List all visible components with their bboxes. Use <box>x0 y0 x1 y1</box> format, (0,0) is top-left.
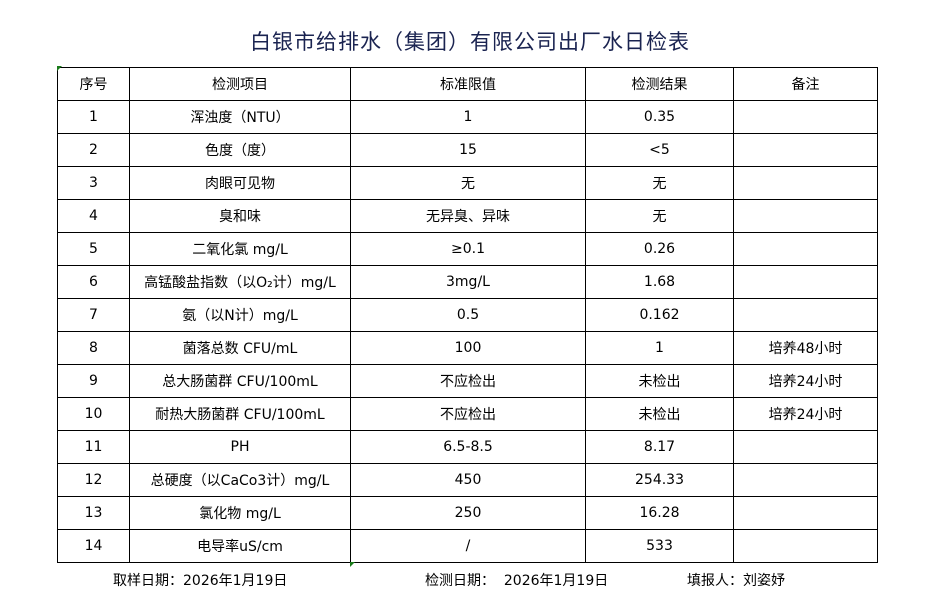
header-item: 检测项目 <box>129 67 351 101</box>
cell-item: 色度（度） <box>129 133 351 167</box>
cell-item: PH <box>129 430 351 464</box>
cell-limit: 100 <box>350 331 586 365</box>
table-row: 8 菌落总数 CFU/mL 100 1 培养48小时 <box>57 331 878 365</box>
cell-note <box>733 133 878 167</box>
cell-limit: 无异臭、异味 <box>350 199 586 233</box>
cell-item: 电导率uS/cm <box>129 529 351 563</box>
cell-result: 未检出 <box>585 364 734 398</box>
cell-no: 2 <box>57 133 130 167</box>
cell-no: 1 <box>57 100 130 134</box>
table-row: 11 PH 6.5-8.5 8.17 <box>57 430 878 464</box>
cell-result: 16.28 <box>585 496 734 530</box>
cell-result: 未检出 <box>585 397 734 431</box>
cell-note <box>733 265 878 299</box>
cell-item: 总硬度（以CaCo3计）mg/L <box>129 463 351 497</box>
cell-limit: / <box>350 529 586 563</box>
cell-note <box>733 430 878 464</box>
cell-result: 8.17 <box>585 430 734 464</box>
table-row: 13 氯化物 mg/L 250 16.28 <box>57 496 878 530</box>
cell-no: 14 <box>57 529 130 563</box>
cell-note: 培养24小时 <box>733 364 878 398</box>
cell-limit: 450 <box>350 463 586 497</box>
table-row: 2 色度（度） 15 <5 <box>57 133 878 167</box>
cell-result: 0.162 <box>585 298 734 332</box>
cell-no: 12 <box>57 463 130 497</box>
cell-limit: 250 <box>350 496 586 530</box>
cell-result: 0.26 <box>585 232 734 266</box>
cell-item: 氯化物 mg/L <box>129 496 351 530</box>
page-title: 白银市给排水（集团）有限公司出厂水日检表 <box>250 30 690 54</box>
cell-note <box>733 199 878 233</box>
cell-note <box>733 166 878 200</box>
table-row: 6 高锰酸盐指数（以O₂计）mg/L 3mg/L 1.68 <box>57 265 878 299</box>
cell-note <box>733 232 878 266</box>
cell-limit: 无 <box>350 166 586 200</box>
cell-marker <box>350 562 355 567</box>
cell-item: 高锰酸盐指数（以O₂计）mg/L <box>129 265 351 299</box>
cell-no: 8 <box>57 331 130 365</box>
cell-result: 1 <box>585 331 734 365</box>
table-row: 5 二氧化氯 mg/L ≥0.1 0.26 <box>57 232 878 266</box>
table-row: 1 浑浊度（NTU） 1 0.35 <box>57 100 878 134</box>
cell-limit: 15 <box>350 133 586 167</box>
cell-no: 13 <box>57 496 130 530</box>
cell-note <box>733 298 878 332</box>
cell-limit: 6.5-8.5 <box>350 430 586 464</box>
header-limit: 标准限值 <box>350 67 586 101</box>
table-row: 14 电导率uS/cm/533 <box>57 529 878 563</box>
cell-item: 耐热大肠菌群 CFU/100mL <box>129 397 351 431</box>
cell-note <box>733 100 878 134</box>
cell-note <box>733 529 878 563</box>
cell-item: 二氧化氯 mg/L <box>129 232 351 266</box>
table-row: 7 氨（以N计）mg/L 0.5 0.162 <box>57 298 878 332</box>
cell-result: 254.33 <box>585 463 734 497</box>
cell-item: 浑浊度（NTU） <box>129 100 351 134</box>
cell-note <box>733 496 878 530</box>
cell-no: 10 <box>57 397 130 431</box>
cell-note <box>733 463 878 497</box>
table-header-row: 序号 检测项目 标准限值 检测结果 备注 <box>57 67 878 101</box>
cell-note: 培养48小时 <box>733 331 878 365</box>
table-row: 9 总大肠菌群 CFU/100mL 不应检出 未检出 培养24小时 <box>57 364 878 398</box>
cell-item: 肉眼可见物 <box>129 166 351 200</box>
cell-no: 6 <box>57 265 130 299</box>
header-no: 序号 <box>57 67 130 101</box>
inspection-table: 序号 检测项目 标准限值 检测结果 备注 1 浑浊度（NTU） 1 0.35 2 色度（度… <box>57 67 878 563</box>
sample-date: 取样日期：2026年1月19日 <box>113 573 288 589</box>
cell-result: 无 <box>585 166 734 200</box>
cell-limit: 1 <box>350 100 586 134</box>
cell-result: 1.68 <box>585 265 734 299</box>
cell-item: 菌落总数 CFU/mL <box>129 331 351 365</box>
cell-limit: 不应检出 <box>350 364 586 398</box>
cell-limit: 3mg/L <box>350 265 586 299</box>
cell-limit: ≥0.1 <box>350 232 586 266</box>
cell-no: 11 <box>57 430 130 464</box>
cell-no: 7 <box>57 298 130 332</box>
table-row: 10 耐热大肠菌群 CFU/100mL 不应检出 未检出 培养24小时 <box>57 397 878 431</box>
cell-no: 4 <box>57 199 130 233</box>
cell-result: 无 <box>585 199 734 233</box>
cell-marker <box>57 66 62 71</box>
test-date: 检测日期： 2026年1月19日 <box>425 573 609 589</box>
table-row: 4 臭和味 无异臭、异味无 <box>57 199 878 233</box>
table-row: 3 肉眼可见物无无 <box>57 166 878 200</box>
cell-limit: 不应检出 <box>350 397 586 431</box>
cell-result: 533 <box>585 529 734 563</box>
reporter: 填报人：刘姿妤 <box>687 573 785 589</box>
cell-item: 臭和味 <box>129 199 351 233</box>
cell-result: <5 <box>585 133 734 167</box>
header-note: 备注 <box>733 67 878 101</box>
cell-limit: 0.5 <box>350 298 586 332</box>
header-result: 检测结果 <box>585 67 734 101</box>
cell-note: 培养24小时 <box>733 397 878 431</box>
table-row: 12 总硬度（以CaCo3计）mg/L 450 254.33 <box>57 463 878 497</box>
cell-result: 0.35 <box>585 100 734 134</box>
cell-no: 3 <box>57 166 130 200</box>
cell-item: 总大肠菌群 CFU/100mL <box>129 364 351 398</box>
cell-item: 氨（以N计）mg/L <box>129 298 351 332</box>
cell-no: 5 <box>57 232 130 266</box>
cell-no: 9 <box>57 364 130 398</box>
